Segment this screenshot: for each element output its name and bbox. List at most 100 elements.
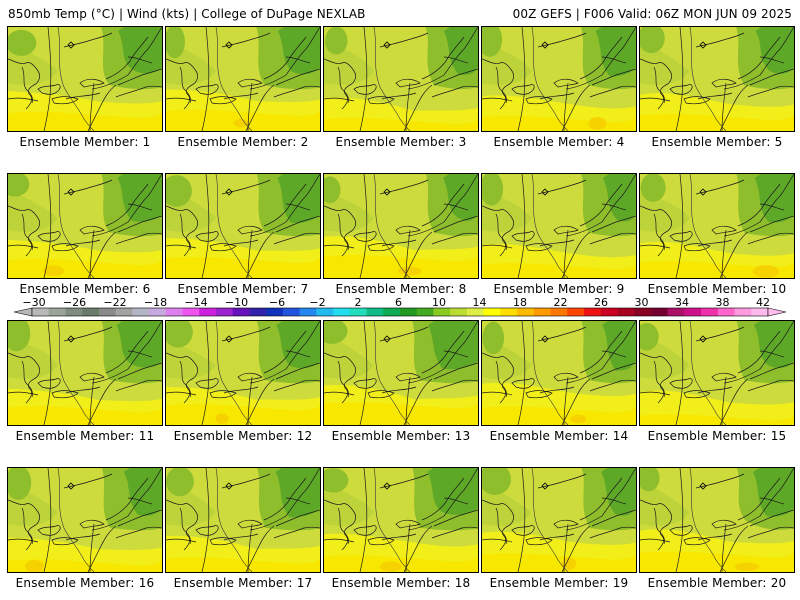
colorbar-segment — [82, 308, 100, 316]
colorbar-segment — [165, 308, 183, 316]
colorbar-tick-label: 26 — [594, 296, 608, 309]
station-marker — [225, 335, 233, 343]
ensemble-member-map-17 — [165, 467, 321, 573]
colorbar-segment — [366, 308, 384, 316]
temperature-field — [324, 27, 478, 131]
station-marker — [541, 41, 549, 49]
colorbar-segment — [282, 308, 301, 316]
station-marker — [67, 335, 75, 343]
colorbar-segment — [717, 308, 735, 316]
ensemble-member-map-9 — [481, 173, 637, 279]
ensemble-member-map-18 — [323, 467, 479, 573]
temperature-field — [640, 321, 794, 425]
colorbar-tick-label: −6 — [268, 296, 286, 309]
ensemble-member-map-4 — [481, 26, 637, 132]
ensemble-member-label: Ensemble Member: 9 — [493, 282, 625, 296]
temperature-field — [482, 174, 636, 278]
ensemble-member-map-3 — [323, 26, 479, 132]
colorbar-segment — [32, 308, 50, 316]
colorbar-segment — [450, 308, 468, 316]
ensemble-member-map-16 — [7, 467, 163, 573]
ensemble-member-label: Ensemble Member: 20 — [647, 576, 787, 590]
colorbar-segment — [667, 308, 685, 316]
colorbar-segment — [216, 308, 234, 316]
temperature-field — [166, 468, 320, 572]
colorbar-segment — [48, 308, 66, 316]
ensemble-member-map-11 — [7, 320, 163, 426]
colorbar-segment — [466, 308, 485, 316]
ensemble-member-label: Ensemble Member: 1 — [19, 135, 151, 149]
colorbar-segment — [182, 308, 200, 316]
colorbar-segment — [533, 308, 551, 316]
colorbar-tick-label: 30 — [634, 296, 649, 309]
temperature-field — [324, 174, 478, 278]
colorbar-segment — [333, 308, 351, 316]
colorbar-tick-label: 42 — [756, 296, 770, 309]
station-marker — [699, 482, 707, 490]
ensemble-member-map-8 — [323, 173, 479, 279]
station-marker — [67, 41, 75, 49]
colorbar-segment — [617, 308, 635, 316]
station-marker — [383, 482, 391, 490]
ensemble-member-map-7 — [165, 173, 321, 279]
colorbar-tick-label: −14 — [184, 296, 208, 309]
colorbar-segment — [316, 308, 334, 316]
temperature-field — [482, 321, 636, 425]
colorbar-tick-label: 34 — [675, 296, 689, 309]
station-marker — [541, 482, 549, 490]
colorbar-tick-label: −22 — [103, 296, 127, 309]
colorbar-tick-label: −30 — [22, 296, 46, 309]
colorbar-segment — [132, 308, 150, 316]
colorbar-segment — [483, 308, 501, 316]
run-valid-time: 00Z GEFS | F006 Valid: 06Z MON JUN 09 20… — [512, 7, 792, 21]
temperature-field — [482, 468, 636, 572]
ensemble-member-label: Ensemble Member: 7 — [177, 282, 309, 296]
colorbar-low-arrow — [13, 307, 33, 317]
colorbar-segment — [550, 308, 568, 316]
colorbar-segment — [567, 308, 585, 316]
ensemble-member-map-5 — [639, 26, 795, 132]
temperature-field — [482, 27, 636, 131]
temperature-field — [166, 27, 320, 131]
temperature-field — [324, 468, 478, 572]
colorbar-tick-label: 2 — [354, 296, 362, 309]
colorbar-tick-label: 22 — [553, 296, 568, 309]
station-marker — [541, 188, 549, 196]
temperature-field — [8, 321, 162, 425]
station-marker — [67, 482, 75, 490]
colorbar-segment — [98, 308, 117, 316]
colorbar-segment — [517, 308, 535, 316]
chart-title: 850mb Temp (°C) | Wind (kts) | College o… — [8, 7, 366, 21]
ensemble-member-map-10 — [639, 173, 795, 279]
colorbar-segment — [249, 308, 267, 316]
station-marker — [225, 482, 233, 490]
colorbar-segment — [433, 308, 451, 316]
temperature-colorbar — [13, 307, 787, 317]
station-marker — [699, 188, 707, 196]
colorbar-tick-label: 14 — [472, 296, 487, 309]
ensemble-member-label: Ensemble Member: 16 — [15, 576, 155, 590]
station-marker — [225, 41, 233, 49]
colorbar-high-arrow — [767, 307, 787, 317]
temperature-field — [640, 174, 794, 278]
station-marker — [67, 188, 75, 196]
colorbar-segment — [65, 308, 83, 316]
ensemble-member-map-14 — [481, 320, 637, 426]
temperature-field — [166, 321, 320, 425]
colorbar-segment — [751, 308, 769, 316]
ensemble-member-label: Ensemble Member: 5 — [651, 135, 783, 149]
ensemble-member-label: Ensemble Member: 15 — [647, 429, 787, 443]
colorbar-tick-label: 38 — [715, 296, 730, 309]
station-marker — [541, 335, 549, 343]
colorbar-segment — [650, 308, 669, 316]
ensemble-member-label: Ensemble Member: 3 — [335, 135, 467, 149]
ensemble-member-label: Ensemble Member: 18 — [331, 576, 471, 590]
ensemble-member-label: Ensemble Member: 19 — [489, 576, 629, 590]
ensemble-member-map-19 — [481, 467, 637, 573]
colorbar-segment — [684, 308, 702, 316]
station-marker — [225, 188, 233, 196]
ensemble-member-map-13 — [323, 320, 479, 426]
colorbar-segment — [299, 308, 317, 316]
station-marker — [383, 41, 391, 49]
ensemble-member-label: Ensemble Member: 13 — [331, 429, 471, 443]
